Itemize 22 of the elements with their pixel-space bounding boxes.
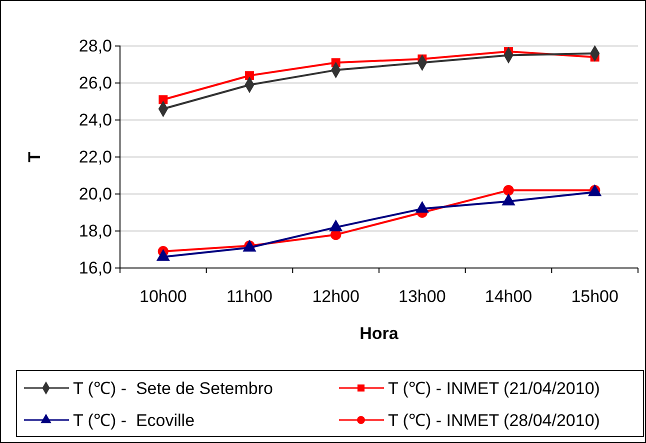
y-tick-label: 16,0 xyxy=(78,258,112,278)
x-tick-label: 14h00 xyxy=(484,287,532,306)
legend-label: T (℃) - INMET (28/04/2010) xyxy=(388,411,600,430)
x-tick-label: 11h00 xyxy=(226,287,273,306)
y-tick-label: 20,0 xyxy=(78,184,112,204)
y-tick-label: 22,0 xyxy=(78,147,112,166)
point xyxy=(158,95,168,104)
point xyxy=(245,71,254,80)
y-tick-label: 28,0 xyxy=(78,36,112,56)
y-tick-label: 18,0 xyxy=(78,221,112,240)
x-tick-label: 10h00 xyxy=(140,287,187,306)
x-tick-label: 13h00 xyxy=(398,287,446,306)
point xyxy=(503,184,514,196)
y-axis-title: T xyxy=(25,151,44,162)
y-tick-label: 26,0 xyxy=(78,73,112,92)
y-tick-label: 24,0 xyxy=(78,110,112,130)
legend-label: T (℃) - Ecoville xyxy=(73,411,195,430)
x-axis-title: Hora xyxy=(360,324,399,343)
legend-label: T (℃) - INMET (21/04/2010) xyxy=(388,379,600,398)
x-tick-label: 15h00 xyxy=(571,287,618,306)
legend-label: T (℃) - Sete de Setembro xyxy=(73,379,273,398)
x-tick-label: 12h00 xyxy=(312,287,360,306)
